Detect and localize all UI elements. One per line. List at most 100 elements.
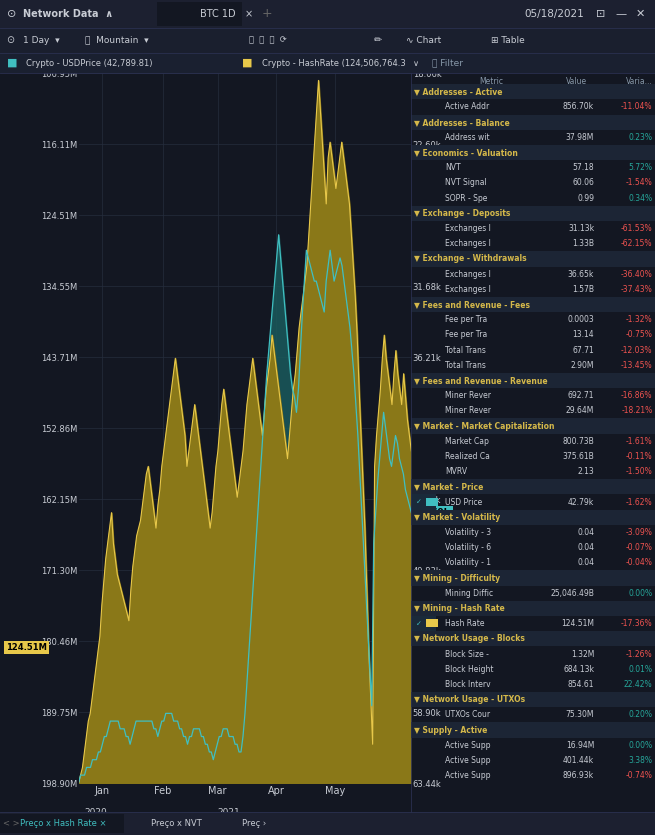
Text: ▼ Network Usage - UTXOs: ▼ Network Usage - UTXOs xyxy=(414,696,525,704)
Text: 0.34%: 0.34% xyxy=(628,194,652,203)
Text: -61.53%: -61.53% xyxy=(621,224,652,233)
Text: Fee per Tra: Fee per Tra xyxy=(445,315,488,324)
Text: Exchanges I: Exchanges I xyxy=(445,224,491,233)
Text: NVT: NVT xyxy=(445,163,461,172)
Bar xyxy=(411,692,655,707)
Text: 0.00%: 0.00% xyxy=(628,741,652,750)
Text: Block Height: Block Height xyxy=(445,665,494,674)
Text: 0.20%: 0.20% xyxy=(629,711,652,719)
Text: Metric: Metric xyxy=(479,77,504,86)
Text: 5.72%: 5.72% xyxy=(629,163,652,172)
Text: 67.71: 67.71 xyxy=(572,346,594,355)
Bar xyxy=(411,479,655,494)
Text: 16.94M: 16.94M xyxy=(566,741,594,750)
Text: ▼ Exchange - Withdrawals: ▼ Exchange - Withdrawals xyxy=(414,255,527,263)
Text: Varia...: Varia... xyxy=(626,77,652,86)
Text: 60.06: 60.06 xyxy=(572,179,594,187)
Text: ▼ Market - Volatility: ▼ Market - Volatility xyxy=(414,513,500,522)
Text: Active Supp: Active Supp xyxy=(445,741,491,750)
Text: 2.13: 2.13 xyxy=(577,467,594,476)
Text: 854.61: 854.61 xyxy=(568,680,594,689)
Text: Exchanges I: Exchanges I xyxy=(445,239,491,248)
Text: Volatility - 1: Volatility - 1 xyxy=(445,559,491,567)
Text: ■: ■ xyxy=(242,58,253,68)
Text: MVRV: MVRV xyxy=(445,467,468,476)
Text: 1.32M: 1.32M xyxy=(571,650,594,659)
Text: 124.51M: 124.51M xyxy=(7,643,47,652)
Text: 375.61B: 375.61B xyxy=(563,452,594,461)
Text: ✏: ✏ xyxy=(373,35,381,45)
Text: Crypto - HashRate (124,506,764.3: Crypto - HashRate (124,506,764.3 xyxy=(262,58,405,68)
Text: Mining Diffic: Mining Diffic xyxy=(445,589,494,598)
Bar xyxy=(411,616,436,631)
Text: 1.33B: 1.33B xyxy=(572,239,594,248)
Text: Fee per Tra: Fee per Tra xyxy=(445,331,488,339)
Text: Volatility - 6: Volatility - 6 xyxy=(445,543,491,552)
Text: 401.44k: 401.44k xyxy=(563,756,594,765)
Text: Miner Rever: Miner Rever xyxy=(445,407,491,415)
Text: Total Trans: Total Trans xyxy=(445,361,486,370)
Text: -62.15%: -62.15% xyxy=(621,239,652,248)
Text: 0.04: 0.04 xyxy=(577,543,594,552)
Text: 856.70k: 856.70k xyxy=(563,103,594,111)
Text: ■: ■ xyxy=(7,58,17,68)
Text: 0.23%: 0.23% xyxy=(629,133,652,142)
Text: -0.74%: -0.74% xyxy=(626,772,652,780)
Text: ▼ Market - Price: ▼ Market - Price xyxy=(414,483,483,491)
Text: ✓: ✓ xyxy=(416,620,422,626)
Text: ▼ Addresses - Balance: ▼ Addresses - Balance xyxy=(414,118,510,127)
Text: UTXOs Cour: UTXOs Cour xyxy=(445,711,491,719)
Text: 124.51M: 124.51M xyxy=(561,619,594,628)
Text: SOPR - Spe: SOPR - Spe xyxy=(445,194,488,203)
Text: -18.21%: -18.21% xyxy=(622,407,652,415)
Text: -36.40%: -36.40% xyxy=(621,270,652,279)
Text: Volatility - 3: Volatility - 3 xyxy=(445,528,491,537)
Text: 42.79k: 42.79k xyxy=(568,498,594,507)
Bar xyxy=(411,494,436,509)
Text: < >: < > xyxy=(3,819,20,828)
Text: ∿ Chart: ∿ Chart xyxy=(406,36,441,44)
Text: Realized Ca: Realized Ca xyxy=(445,452,491,461)
Text: Block Size -: Block Size - xyxy=(445,650,489,659)
Text: -1.54%: -1.54% xyxy=(626,179,652,187)
Text: 22.42%: 22.42% xyxy=(624,680,652,689)
Text: 🔍  🔍  🔗  ⟳: 🔍 🔍 🔗 ⟳ xyxy=(249,36,287,44)
Bar xyxy=(411,631,655,646)
Text: ▼ Exchange - Deposits: ▼ Exchange - Deposits xyxy=(414,209,510,218)
Text: ▼ Fees and Revenue - Fees: ▼ Fees and Revenue - Fees xyxy=(414,300,530,309)
Bar xyxy=(426,619,438,627)
Text: 0.00%: 0.00% xyxy=(628,589,652,598)
Text: -1.61%: -1.61% xyxy=(626,437,652,446)
Text: 0.04: 0.04 xyxy=(577,559,594,567)
Text: -1.32%: -1.32% xyxy=(626,315,652,324)
Text: 896.93k: 896.93k xyxy=(563,772,594,780)
Text: -17.36%: -17.36% xyxy=(621,619,652,628)
Text: Miner Rever: Miner Rever xyxy=(445,391,491,400)
Text: 692.71: 692.71 xyxy=(568,391,594,400)
Text: ▼ Addresses - Active: ▼ Addresses - Active xyxy=(414,87,502,96)
Text: Exchanges I: Exchanges I xyxy=(445,285,491,294)
Text: 05/18/2021: 05/18/2021 xyxy=(524,9,584,18)
Text: -0.04%: -0.04% xyxy=(626,559,652,567)
Text: 800.73B: 800.73B xyxy=(563,437,594,446)
Text: Exchanges I: Exchanges I xyxy=(445,270,491,279)
Text: Preço x NVT: Preço x NVT xyxy=(151,819,201,828)
Text: ⛰  Mountain  ▾: ⛰ Mountain ▾ xyxy=(85,36,149,44)
Text: Crypto - USDPrice (42,789.81): Crypto - USDPrice (42,789.81) xyxy=(26,58,153,68)
Text: 75.30M: 75.30M xyxy=(565,711,594,719)
Text: ∨: ∨ xyxy=(413,58,419,68)
Text: 2020: 2020 xyxy=(84,808,107,817)
Text: ✓: ✓ xyxy=(416,499,422,505)
Text: -0.07%: -0.07% xyxy=(626,543,652,552)
Text: -16.86%: -16.86% xyxy=(621,391,652,400)
Bar xyxy=(411,251,655,266)
Bar xyxy=(411,205,655,221)
Text: Preço x Hash Rate ×: Preço x Hash Rate × xyxy=(20,819,106,828)
Text: ✕: ✕ xyxy=(635,9,645,18)
Text: ⊡: ⊡ xyxy=(596,9,605,18)
Text: Preç ›: Preç › xyxy=(242,819,267,828)
Text: -1.62%: -1.62% xyxy=(626,498,652,507)
Text: 3.38%: 3.38% xyxy=(629,756,652,765)
Text: 0.01%: 0.01% xyxy=(629,665,652,674)
Bar xyxy=(411,509,655,525)
